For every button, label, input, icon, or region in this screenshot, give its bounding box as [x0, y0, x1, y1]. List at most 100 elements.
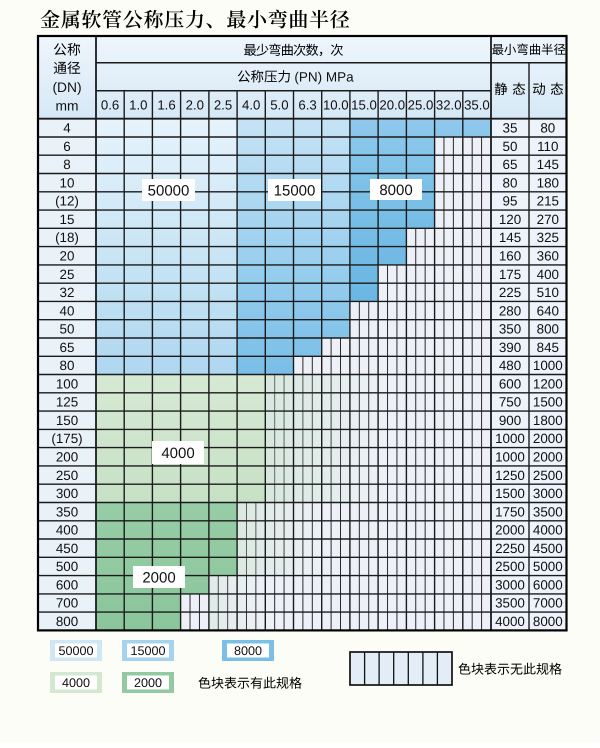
- svg-text:200: 200: [56, 450, 78, 465]
- svg-text:(DN): (DN): [52, 80, 81, 95]
- svg-text:2.0: 2.0: [186, 98, 204, 113]
- svg-text:325: 325: [537, 230, 559, 245]
- svg-text:50: 50: [60, 322, 75, 337]
- svg-text:400: 400: [56, 523, 78, 538]
- svg-text:4000: 4000: [62, 676, 90, 690]
- svg-text:1000: 1000: [495, 450, 525, 465]
- svg-text:180: 180: [537, 175, 559, 190]
- svg-text:8000: 8000: [234, 644, 262, 658]
- svg-text:125: 125: [56, 395, 78, 410]
- svg-text:3000: 3000: [533, 486, 563, 501]
- svg-text:6000: 6000: [533, 577, 563, 592]
- svg-text:400: 400: [537, 267, 559, 282]
- svg-text:35.0: 35.0: [464, 98, 490, 113]
- svg-text:5000: 5000: [533, 559, 563, 574]
- svg-text:32.0: 32.0: [436, 98, 462, 113]
- svg-text:4000: 4000: [161, 445, 194, 462]
- svg-text:480: 480: [499, 358, 521, 373]
- svg-text:1750: 1750: [495, 504, 525, 519]
- svg-text:845: 845: [537, 340, 559, 355]
- svg-text:900: 900: [499, 413, 521, 428]
- svg-text:100: 100: [56, 376, 78, 391]
- svg-text:80: 80: [503, 175, 518, 190]
- svg-text:3500: 3500: [495, 596, 525, 611]
- svg-text:145: 145: [537, 157, 559, 172]
- svg-text:1.6: 1.6: [157, 98, 175, 113]
- svg-text:80: 80: [60, 358, 75, 373]
- svg-text:6.3: 6.3: [298, 98, 316, 113]
- svg-text:270: 270: [537, 212, 559, 227]
- svg-text:35: 35: [503, 121, 518, 136]
- svg-text:4000: 4000: [495, 614, 525, 629]
- svg-text:40: 40: [60, 303, 75, 318]
- svg-text:2000: 2000: [142, 569, 175, 586]
- svg-text:750: 750: [499, 395, 521, 410]
- svg-text:25.0: 25.0: [408, 98, 434, 113]
- svg-text:(PN) MPa: (PN) MPa: [294, 69, 354, 84]
- svg-text:1.0: 1.0: [129, 98, 147, 113]
- svg-text:215: 215: [537, 194, 559, 209]
- svg-text:5.0: 5.0: [270, 98, 288, 113]
- svg-text:1500: 1500: [495, 486, 525, 501]
- svg-text:175: 175: [499, 267, 521, 282]
- svg-text:1500: 1500: [533, 395, 563, 410]
- svg-text:145: 145: [499, 230, 521, 245]
- svg-text:(175): (175): [51, 431, 82, 446]
- svg-text:1200: 1200: [533, 376, 563, 391]
- svg-text:6: 6: [63, 139, 70, 154]
- svg-text:2500: 2500: [533, 468, 563, 483]
- svg-text:2000: 2000: [533, 431, 563, 446]
- svg-text:300: 300: [56, 486, 78, 501]
- svg-text:65: 65: [503, 157, 518, 172]
- svg-text:150: 150: [56, 413, 78, 428]
- svg-text:510: 510: [537, 285, 559, 300]
- svg-text:280: 280: [499, 303, 521, 318]
- svg-text:225: 225: [499, 285, 521, 300]
- svg-text:(18): (18): [55, 230, 79, 245]
- svg-text:15000: 15000: [130, 644, 165, 658]
- svg-text:600: 600: [499, 376, 521, 391]
- svg-text:20.0: 20.0: [379, 98, 405, 113]
- svg-text:640: 640: [537, 303, 559, 318]
- svg-text:800: 800: [56, 614, 78, 629]
- svg-text:7000: 7000: [533, 596, 563, 611]
- svg-text:800: 800: [537, 322, 559, 337]
- svg-text:10.0: 10.0: [323, 98, 349, 113]
- svg-text:15.0: 15.0: [351, 98, 377, 113]
- svg-text:15000: 15000: [274, 182, 316, 199]
- svg-text:4.0: 4.0: [242, 98, 260, 113]
- svg-text:50000: 50000: [148, 182, 190, 199]
- svg-text:50: 50: [503, 139, 518, 154]
- svg-text:3500: 3500: [533, 504, 563, 519]
- svg-text:350: 350: [499, 322, 521, 337]
- svg-text:390: 390: [499, 340, 521, 355]
- svg-text:2500: 2500: [495, 559, 525, 574]
- svg-text:2000: 2000: [533, 450, 563, 465]
- svg-text:450: 450: [56, 541, 78, 556]
- svg-text:110: 110: [537, 139, 558, 154]
- svg-text:250: 250: [56, 468, 78, 483]
- svg-text:2000: 2000: [134, 676, 162, 690]
- svg-text:8000: 8000: [533, 614, 563, 629]
- svg-text:65: 65: [60, 340, 75, 355]
- svg-text:4500: 4500: [533, 541, 563, 556]
- svg-text:(12): (12): [55, 194, 79, 209]
- svg-text:1000: 1000: [495, 431, 525, 446]
- svg-text:1000: 1000: [533, 358, 563, 373]
- svg-text:2250: 2250: [495, 541, 525, 556]
- svg-text:700: 700: [56, 596, 78, 611]
- svg-text:1250: 1250: [495, 468, 525, 483]
- svg-text:350: 350: [56, 504, 78, 519]
- svg-text:80: 80: [540, 121, 555, 136]
- svg-text:4000: 4000: [533, 523, 563, 538]
- svg-text:10: 10: [60, 175, 75, 190]
- svg-text:3000: 3000: [495, 577, 525, 592]
- svg-text:32: 32: [60, 285, 75, 300]
- svg-text:500: 500: [56, 559, 78, 574]
- svg-text:0.6: 0.6: [101, 98, 119, 113]
- svg-text:600: 600: [56, 577, 78, 592]
- svg-text:2000: 2000: [495, 523, 525, 538]
- svg-text:25: 25: [60, 267, 75, 282]
- svg-text:360: 360: [537, 249, 559, 264]
- svg-text:20: 20: [60, 249, 75, 264]
